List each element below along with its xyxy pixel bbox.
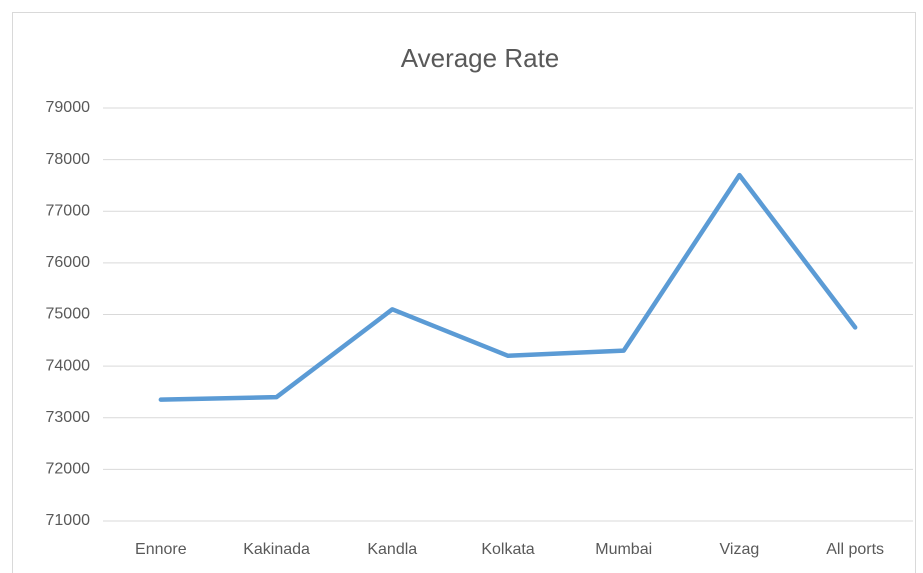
y-tick-label: 75000 — [46, 306, 91, 323]
y-tick-label: 71000 — [46, 512, 91, 529]
y-tick-label: 78000 — [46, 151, 91, 168]
chart-title: Average Rate — [401, 43, 560, 73]
data-line — [158, 172, 858, 402]
y-tick-label: 74000 — [46, 357, 91, 374]
x-tick-label: Vizag — [720, 541, 760, 558]
x-tick-label: Kandla — [367, 541, 417, 558]
x-tick-label: Kolkata — [481, 541, 534, 558]
x-tick-label: All ports — [826, 541, 884, 558]
chart-frame — [12, 12, 916, 573]
y-tick-label: 76000 — [46, 254, 91, 271]
y-tick-label: 79000 — [46, 99, 91, 116]
x-tick-label: Ennore — [135, 541, 187, 558]
x-tick-label: Mumbai — [595, 541, 652, 558]
x-tick-label: Kakinada — [243, 541, 310, 558]
y-tick-label: 72000 — [46, 461, 91, 478]
y-tick-label: 73000 — [46, 409, 91, 426]
y-tick-label: 77000 — [46, 202, 91, 219]
